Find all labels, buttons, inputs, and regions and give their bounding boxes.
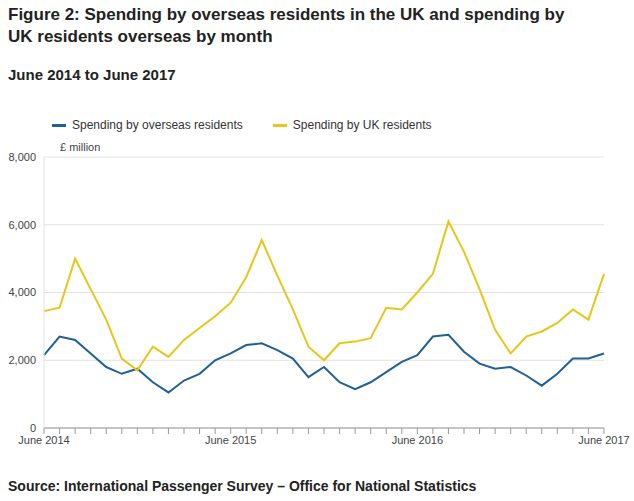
html-text:Spending by UK residents: Spending by UK residents bbox=[292, 118, 432, 132]
html-text:Source: International Passenge: Source: International Passenger Survey –… bbox=[8, 478, 477, 494]
svg-text:June 2014: June 2014 bbox=[18, 434, 69, 446]
svg-text:8,000: 8,000 bbox=[8, 151, 36, 163]
html-text:£ million: £ million bbox=[60, 141, 101, 153]
html-text:Spending by overseas residents: Spending by overseas residents bbox=[72, 118, 243, 132]
svg-text:6,000: 6,000 bbox=[8, 219, 36, 231]
svg-text:4,000: 4,000 bbox=[8, 286, 36, 298]
svg-text:June 2015: June 2015 bbox=[205, 434, 256, 446]
html-text:Figure 2: Spending by overseas: Figure 2: Spending by overseas residents… bbox=[8, 5, 565, 46]
svg-text:June 2016: June 2016 bbox=[392, 434, 443, 446]
svg-text:0: 0 bbox=[30, 422, 36, 434]
svg-text:2,000: 2,000 bbox=[8, 354, 36, 366]
svg-text:June 2017: June 2017 bbox=[578, 434, 626, 446]
html-text:June 2014 to June 2017: June 2014 to June 2017 bbox=[8, 66, 176, 83]
